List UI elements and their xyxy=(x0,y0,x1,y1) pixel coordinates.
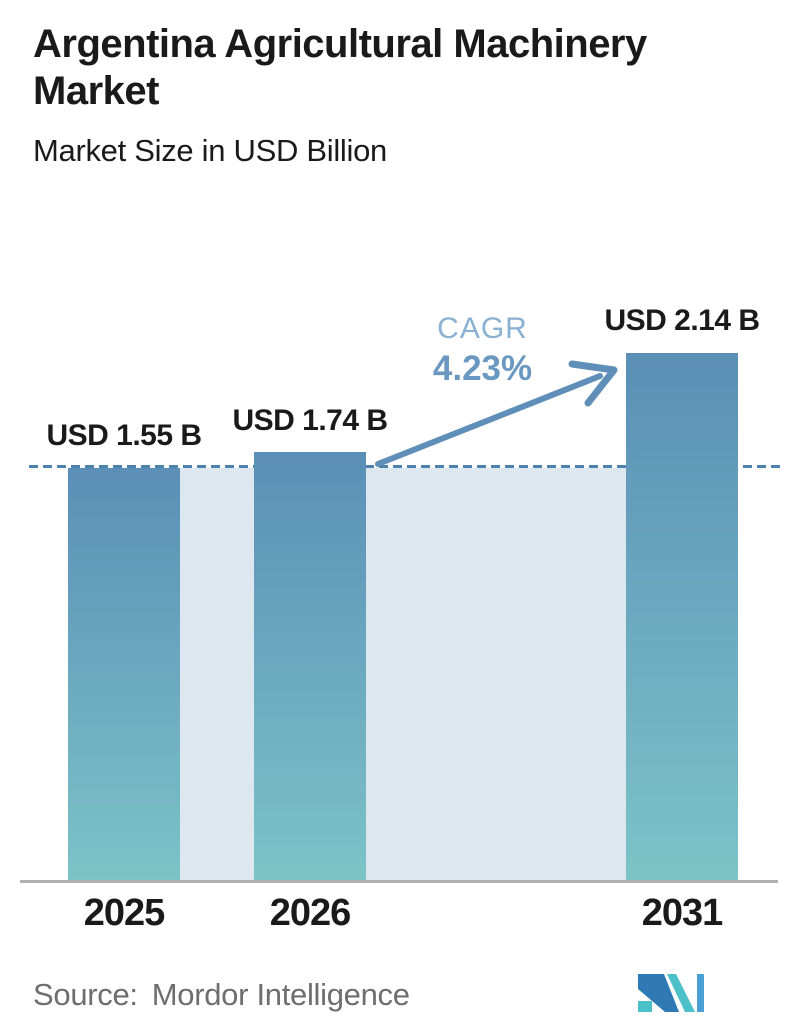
mordor-intelligence-logo xyxy=(638,974,704,1012)
x-tick-2026: 2026 xyxy=(269,892,352,934)
value-label-2026: USD 1.74 B xyxy=(232,404,388,437)
bar-2026 xyxy=(254,452,366,882)
value-label-2025: USD 1.55 B xyxy=(46,419,202,452)
chart-title-line1: Argentina Agricultural Machinery xyxy=(33,22,647,66)
source-value: Mordor Intelligence xyxy=(151,977,410,1012)
chart-title-line2: Market xyxy=(33,69,159,113)
cagr-label: CAGR xyxy=(437,312,528,345)
reference-dashed-line xyxy=(29,465,780,468)
cagr-annotation: CAGR 4.23% xyxy=(400,312,565,389)
chart-subtitle: Market Size in USD Billion xyxy=(33,133,387,168)
x-tick-2031: 2031 xyxy=(641,892,724,934)
bar-2031 xyxy=(626,353,738,882)
value-label-2031: USD 2.14 B xyxy=(604,304,760,337)
bar-2025 xyxy=(68,468,180,882)
source-note: Source: Mordor Intelligence xyxy=(33,977,410,1013)
growth-arrow-icon xyxy=(375,360,618,467)
cagr-value: 4.23% xyxy=(432,349,533,388)
x-tick-2025: 2025 xyxy=(83,892,166,934)
chart-title: Argentina Agricultural Machinery Market xyxy=(33,21,647,115)
x-axis-line xyxy=(20,880,778,883)
source-label: Source: xyxy=(33,977,138,1012)
